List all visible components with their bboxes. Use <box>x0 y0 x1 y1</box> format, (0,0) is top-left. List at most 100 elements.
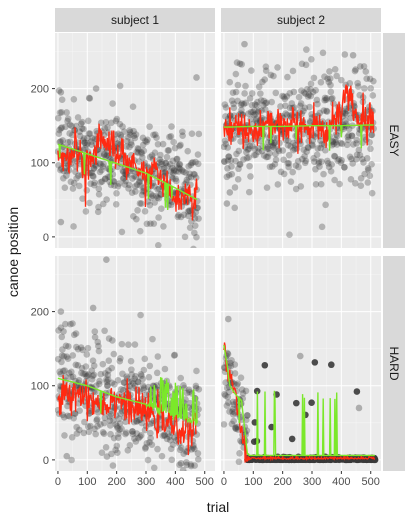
data-point <box>153 369 161 377</box>
data-point <box>127 357 135 365</box>
data-point <box>60 175 67 182</box>
data-point <box>304 93 312 100</box>
data-point <box>167 168 174 175</box>
data-point <box>149 192 156 199</box>
data-point <box>58 109 65 116</box>
data-point <box>101 327 108 335</box>
data-point <box>163 153 171 161</box>
data-point <box>83 141 90 149</box>
data-point <box>234 423 241 431</box>
data-point <box>71 410 79 417</box>
data-point <box>117 386 125 393</box>
data-point <box>59 346 66 353</box>
data-point <box>353 151 361 159</box>
data-point <box>257 90 264 97</box>
data-point <box>184 470 188 471</box>
data-point <box>106 422 114 429</box>
data-point <box>150 464 158 471</box>
data-point <box>255 145 262 152</box>
x-tick-label: 200 <box>107 476 125 488</box>
data-point <box>98 178 106 185</box>
data-point <box>225 153 233 160</box>
data-point <box>161 432 168 440</box>
data-point <box>305 144 312 151</box>
series-green-line <box>223 124 374 151</box>
data-point <box>62 342 70 350</box>
data-point <box>300 146 308 154</box>
data-point <box>234 380 242 387</box>
data-point <box>230 411 237 418</box>
data-point <box>154 242 162 248</box>
panel-background <box>221 256 381 471</box>
data-point <box>318 141 326 148</box>
data-point <box>263 99 271 106</box>
data-point <box>102 444 110 451</box>
data-point <box>55 87 63 94</box>
data-point <box>106 417 114 424</box>
data-point <box>287 178 295 185</box>
data-point <box>176 142 183 150</box>
data-point <box>100 430 108 437</box>
data-point <box>101 150 108 158</box>
data-point <box>186 399 194 407</box>
data-point <box>245 154 252 161</box>
data-point <box>188 159 195 167</box>
data-point <box>75 377 83 384</box>
data-point <box>274 181 282 188</box>
data-point <box>331 152 338 160</box>
data-point <box>268 423 275 431</box>
data-point <box>151 183 158 190</box>
data-point <box>347 175 355 183</box>
data-point <box>78 118 86 126</box>
data-point <box>55 130 63 137</box>
data-point <box>70 179 78 187</box>
data-point <box>136 178 143 185</box>
data-point <box>121 128 128 136</box>
data-point <box>231 409 238 416</box>
data-point <box>298 110 306 117</box>
data-point <box>356 63 364 70</box>
data-point <box>352 180 359 187</box>
data-point <box>117 410 124 417</box>
data-point <box>129 430 137 438</box>
data-point <box>167 201 175 209</box>
data-point <box>195 130 203 138</box>
data-point <box>63 109 70 116</box>
data-point <box>352 156 360 163</box>
data-point <box>86 199 93 207</box>
data-point <box>323 95 331 102</box>
data-point <box>147 194 155 201</box>
data-point <box>194 450 202 457</box>
data-point <box>85 428 93 436</box>
data-point <box>341 109 349 117</box>
data-point <box>78 125 86 132</box>
data-point <box>81 139 89 147</box>
data-point <box>301 152 308 160</box>
data-point <box>87 180 94 188</box>
data-point <box>282 110 289 117</box>
data-point <box>191 171 198 178</box>
panel-marks <box>221 315 379 466</box>
data-point <box>55 114 62 122</box>
data-point <box>85 94 93 102</box>
data-point <box>272 150 279 158</box>
data-point <box>328 94 336 102</box>
data-point <box>55 161 62 169</box>
data-point <box>341 51 349 58</box>
data-point <box>328 361 335 369</box>
data-point <box>284 160 292 167</box>
data-point <box>168 173 176 181</box>
data-point <box>130 212 137 220</box>
data-point <box>146 153 154 161</box>
data-point <box>77 120 85 127</box>
data-point <box>192 384 200 392</box>
data-point <box>85 130 93 137</box>
x-tick-label: 500 <box>196 476 214 488</box>
data-point <box>259 78 266 86</box>
data-point <box>284 73 291 81</box>
data-point <box>116 357 124 365</box>
data-point <box>289 67 297 75</box>
data-point <box>187 173 195 181</box>
data-point <box>88 376 96 383</box>
data-point <box>307 80 315 88</box>
